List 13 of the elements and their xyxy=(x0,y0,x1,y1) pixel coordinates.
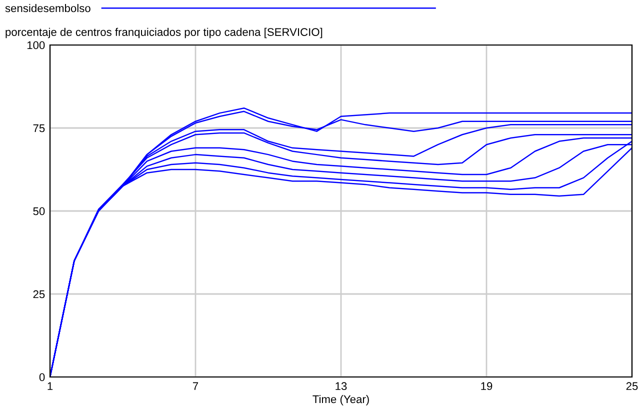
y-tick-label: 100 xyxy=(27,41,45,50)
y-tick-label: 0 xyxy=(39,373,45,382)
text: sensidesembolso xyxy=(5,4,90,12)
chart-title: porcentaje de centros franquiciados por tipo cadena [SERVICIO] xyxy=(6,28,322,38)
x-axis-title: Time (Year) xyxy=(312,394,369,406)
x-tick-label: 7 xyxy=(192,382,198,390)
y-tick-label: 50 xyxy=(33,207,45,216)
x-tick-label: 1 xyxy=(48,382,53,390)
x-tick-label: 19 xyxy=(481,382,492,390)
x-tick-label: 13 xyxy=(336,382,347,390)
x-tick-label: 25 xyxy=(626,382,638,390)
y-tick-label: 25 xyxy=(33,290,45,298)
y-tick-label: 75 xyxy=(33,124,45,132)
